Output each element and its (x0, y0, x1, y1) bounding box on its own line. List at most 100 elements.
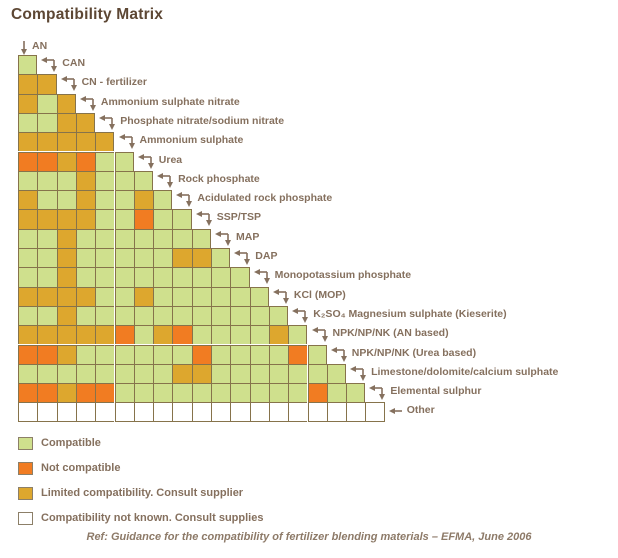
matrix-cell (191, 286, 211, 306)
elbow-arrow-icon (118, 134, 135, 150)
matrix-cell (230, 383, 250, 403)
matrix-cell (172, 228, 192, 248)
row-label: Acidulated rock phosphate (175, 191, 333, 208)
matrix-cell (18, 190, 38, 210)
matrix-cell (191, 267, 211, 287)
matrix-cell (95, 363, 115, 384)
matrix-cell (133, 228, 154, 248)
matrix-cell (172, 344, 192, 364)
matrix-cell (114, 248, 134, 268)
matrix-cell (172, 305, 192, 326)
matrix-cell (153, 325, 173, 345)
matrix-cell (18, 151, 38, 171)
matrix-cell (365, 402, 385, 422)
matrix-cell (249, 344, 269, 364)
material-label: AN (32, 40, 48, 52)
matrix-cell (75, 402, 96, 422)
elbow-arrow-icon (60, 76, 77, 92)
matrix-cell (114, 286, 134, 306)
matrix-cell (230, 402, 250, 422)
matrix-cell (18, 267, 38, 287)
matrix-cell (56, 383, 76, 403)
matrix-cell (56, 209, 76, 229)
matrix-cell (56, 325, 76, 345)
matrix-cell (114, 209, 134, 229)
material-label: MAP (236, 230, 260, 243)
column-label-corner: AN (20, 39, 47, 55)
matrix-cell (153, 383, 173, 403)
matrix-cell (75, 305, 96, 326)
matrix-cell (172, 267, 192, 287)
matrix-cell (230, 305, 250, 326)
left-arrow-icon (388, 407, 402, 414)
row-label: Urea (137, 153, 182, 169)
matrix-cell (268, 363, 289, 384)
matrix-cell (95, 344, 115, 364)
row-label: Ammonium sulphate nitrate (79, 95, 240, 111)
row-label: CN - fertilizer (60, 75, 147, 92)
row-label: NPK/NP/NK (AN based) (311, 326, 449, 343)
matrix-cell (37, 151, 57, 171)
matrix-cell (191, 344, 211, 364)
matrix-cell (153, 344, 173, 364)
matrix-cell (18, 286, 38, 306)
matrix-cell (95, 383, 115, 403)
material-label: DAP (255, 250, 278, 262)
matrix-cell (114, 170, 134, 191)
material-label: KCl (MOP) (293, 288, 346, 301)
row-label: DAP (233, 249, 277, 265)
matrix-cell (133, 286, 154, 306)
matrix-cell (288, 363, 308, 384)
reference-note: Ref: Guidance for the compatibility of f… (86, 531, 532, 543)
legend-label: Compatibility not known. Consult supplie… (41, 512, 264, 524)
matrix-cell (230, 363, 250, 384)
matrix-cell (133, 267, 154, 287)
matrix-cell (268, 383, 289, 403)
elbow-arrow-icon (253, 269, 270, 285)
material-label: Acidulated rock phosphate (197, 192, 333, 205)
elbow-arrow-icon (195, 211, 212, 227)
matrix-cell (18, 402, 38, 422)
matrix-cell (37, 74, 57, 94)
matrix-cell (114, 151, 134, 171)
matrix-cell (249, 325, 269, 345)
material-label: Elemental sulphur (390, 385, 482, 398)
matrix-cell (56, 132, 76, 152)
matrix-cell (114, 383, 134, 403)
matrix-cell (37, 112, 57, 133)
matrix-cell (75, 170, 96, 191)
matrix-cell (249, 305, 269, 326)
matrix-cell (56, 93, 76, 113)
matrix-cell (75, 383, 96, 403)
matrix-cell (56, 248, 76, 268)
matrix-cell (95, 170, 115, 191)
matrix-cell (75, 248, 96, 268)
matrix-cell (288, 344, 308, 364)
elbow-arrow-icon (350, 365, 367, 381)
row-label: K₂SO₄ Magnesium sulphate (Kieserite) (291, 307, 507, 323)
elbow-arrow-icon (369, 385, 386, 401)
matrix-cell (37, 132, 57, 152)
matrix-cell (114, 363, 134, 384)
matrix-cell (133, 248, 154, 268)
matrix-cell (211, 363, 231, 384)
matrix-cell (153, 190, 173, 210)
matrix-cell (75, 209, 96, 229)
matrix-cell (75, 132, 96, 152)
matrix-cell (211, 248, 231, 268)
material-label: NPK/NP/NK (Urea based) (351, 346, 477, 359)
legend-item-compatible: Compatible (18, 436, 101, 450)
matrix-cell (191, 363, 211, 384)
matrix-cell (37, 325, 57, 345)
matrix-cell (153, 305, 173, 326)
legend-item-not-compatible: Not compatible (18, 461, 120, 475)
matrix-cell (133, 305, 154, 326)
matrix-cell (75, 325, 96, 345)
matrix-cell (133, 363, 154, 384)
legend-label: Compatible (41, 437, 101, 449)
material-label: SSP/TSP (216, 211, 262, 224)
matrix-cell (18, 228, 38, 248)
matrix-cell (95, 325, 115, 345)
row-label: Limestone/dolomite/calcium sulphate (349, 365, 558, 381)
matrix-cell (153, 267, 173, 287)
